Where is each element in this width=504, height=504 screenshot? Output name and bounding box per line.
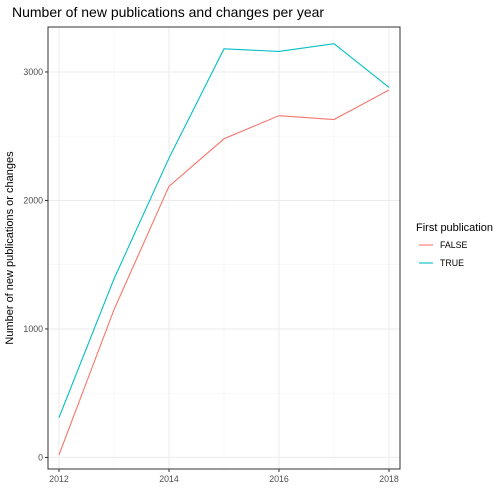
legend: First publication FALSE TRUE [416, 222, 493, 268]
legend-label-false: FALSE [440, 240, 468, 250]
x-tick-label: 2016 [269, 474, 289, 484]
series-line-false [58, 89, 390, 456]
panel-border [47, 26, 401, 470]
legend-title: First publication [416, 222, 493, 234]
series-line-true [58, 43, 390, 418]
x-tick-label: 2014 [159, 474, 179, 484]
y-tick-label: 2000 [23, 195, 43, 205]
y-axis-title: Number of new publications or changes [4, 151, 16, 345]
axis-ticks: 2012 2014 2016 2018 0 1000 2000 3000 [23, 67, 398, 484]
y-tick-label: 3000 [23, 67, 43, 77]
y-tick-label: 0 [38, 452, 43, 462]
series-lines [58, 43, 390, 456]
legend-items: FALSE TRUE [419, 240, 468, 268]
chart-title: Number of new publications and changes p… [12, 4, 324, 20]
x-tick-label: 2012 [49, 474, 69, 484]
y-tick-label: 1000 [23, 324, 43, 334]
x-tick-label: 2018 [379, 474, 399, 484]
legend-label-true: TRUE [440, 258, 464, 268]
